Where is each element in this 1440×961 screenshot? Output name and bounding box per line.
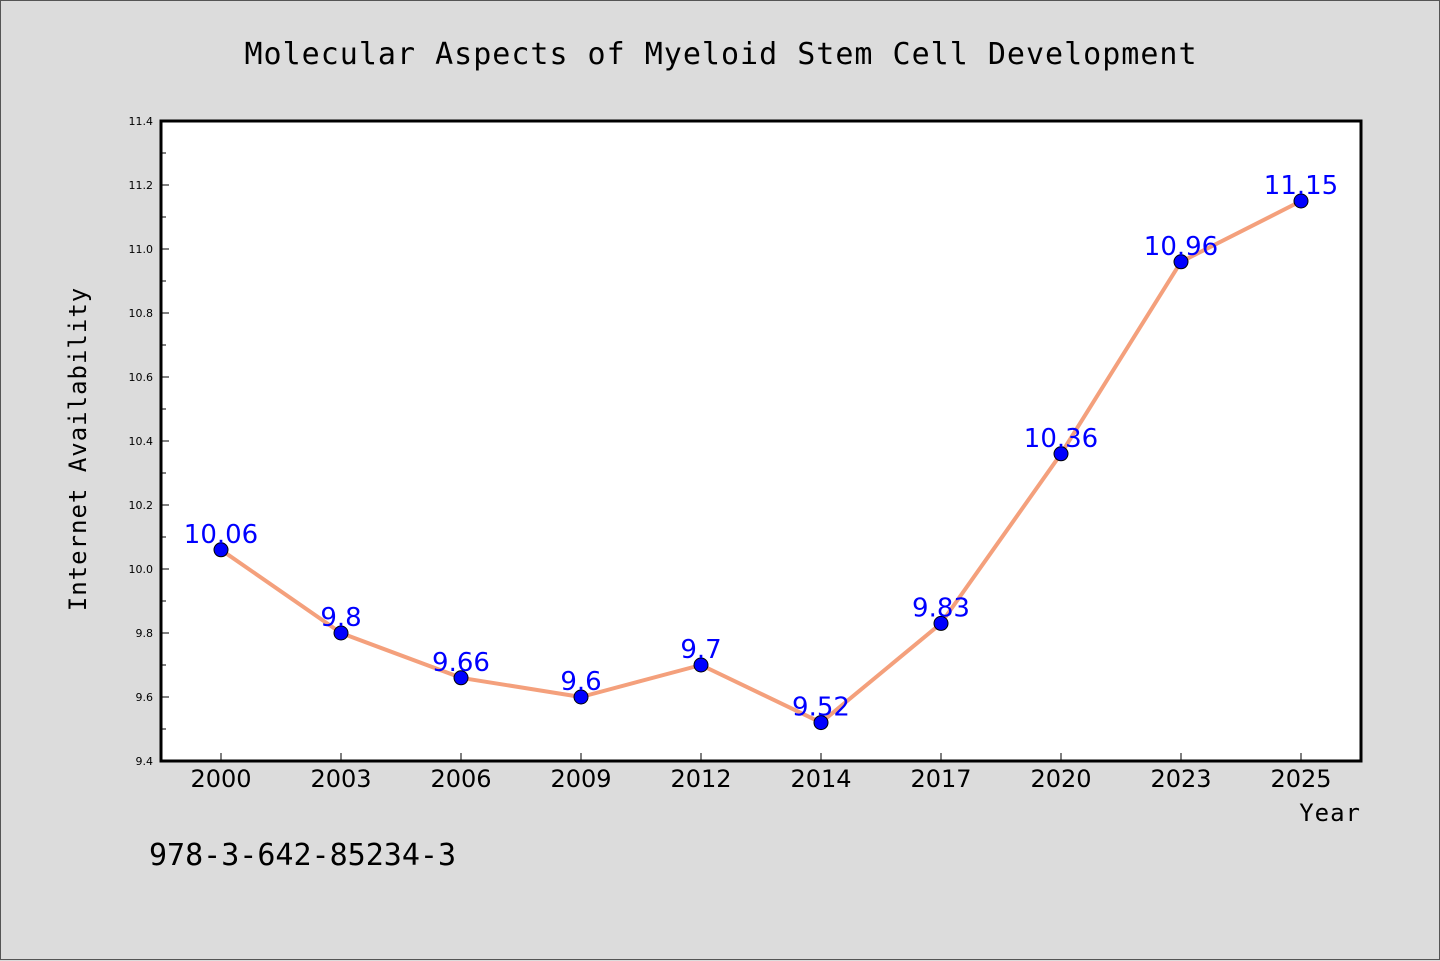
y-tick-label: 9.8 bbox=[136, 627, 154, 640]
x-tick-label: 2025 bbox=[1270, 765, 1331, 793]
x-tick-label: 2006 bbox=[430, 765, 491, 793]
series-layer: 10.06 9.8 9.66 9.6 9.7 9.52 9.83 10.36 10.96 11.1… bbox=[184, 171, 1338, 731]
data-point bbox=[573, 689, 589, 705]
data-label: 11.15 bbox=[1264, 171, 1338, 201]
data-point bbox=[933, 615, 949, 631]
x-tick-label: 2003 bbox=[310, 765, 371, 793]
data-point bbox=[813, 715, 829, 731]
data-point bbox=[213, 542, 229, 558]
y-axis-label: Internet Availability bbox=[64, 287, 92, 611]
data-label: 9.83 bbox=[912, 593, 970, 623]
y-tick-label: 10.0 bbox=[129, 563, 154, 576]
chart-title: Molecular Aspects of Myeloid Stem Cell D… bbox=[244, 37, 1197, 72]
y-tick-label: 11.2 bbox=[129, 179, 154, 192]
plot-area bbox=[159, 119, 1363, 763]
data-point bbox=[1173, 254, 1189, 270]
data-label: 9.66 bbox=[432, 648, 490, 678]
data-point bbox=[453, 670, 469, 686]
x-tick-label: 2014 bbox=[790, 765, 851, 793]
data-label: 9.52 bbox=[792, 693, 850, 723]
x-tick-label: 2023 bbox=[1150, 765, 1211, 793]
y-tick-label: 11.4 bbox=[129, 115, 154, 128]
data-point bbox=[333, 625, 349, 641]
data-point bbox=[1293, 193, 1309, 209]
data-point bbox=[1053, 446, 1069, 462]
x-tick-label: 2000 bbox=[190, 765, 251, 793]
y-tick-label: 10.4 bbox=[129, 435, 154, 448]
x-axis: 2000 2003 2006 2009 2012 2014 2017 2020 2023 2025 bbox=[190, 753, 1332, 793]
x-axis-label: Year bbox=[1299, 799, 1361, 827]
x-tick-label: 2020 bbox=[1030, 765, 1091, 793]
data-label: 10.36 bbox=[1024, 424, 1098, 454]
y-tick-label: 10.2 bbox=[129, 499, 154, 512]
y-tick-label: 10.8 bbox=[129, 307, 154, 320]
data-label: 9.8 bbox=[320, 603, 361, 633]
y-tick-label: 10.6 bbox=[129, 371, 154, 384]
data-label: 10.96 bbox=[1144, 232, 1218, 262]
y-tick-label: 9.6 bbox=[136, 691, 154, 704]
x-tick-label: 2012 bbox=[670, 765, 731, 793]
data-label: 9.7 bbox=[680, 635, 721, 665]
y-tick-label: 11.0 bbox=[129, 243, 154, 256]
isbn-footer: 978-3-642-85234-3 bbox=[149, 838, 456, 873]
x-tick-label: 2009 bbox=[550, 765, 611, 793]
series-line bbox=[219, 199, 1302, 725]
x-tick-label: 2017 bbox=[910, 765, 971, 793]
data-point bbox=[693, 657, 709, 673]
data-label: 10.06 bbox=[184, 520, 258, 550]
y-axis: 9.4 9.6 9.8 10.0 10.2 10.4 10.6 10.8 11.0 11.2 11.… bbox=[129, 115, 169, 768]
y-tick-label: 9.4 bbox=[136, 755, 154, 768]
data-label: 9.6 bbox=[560, 667, 601, 697]
